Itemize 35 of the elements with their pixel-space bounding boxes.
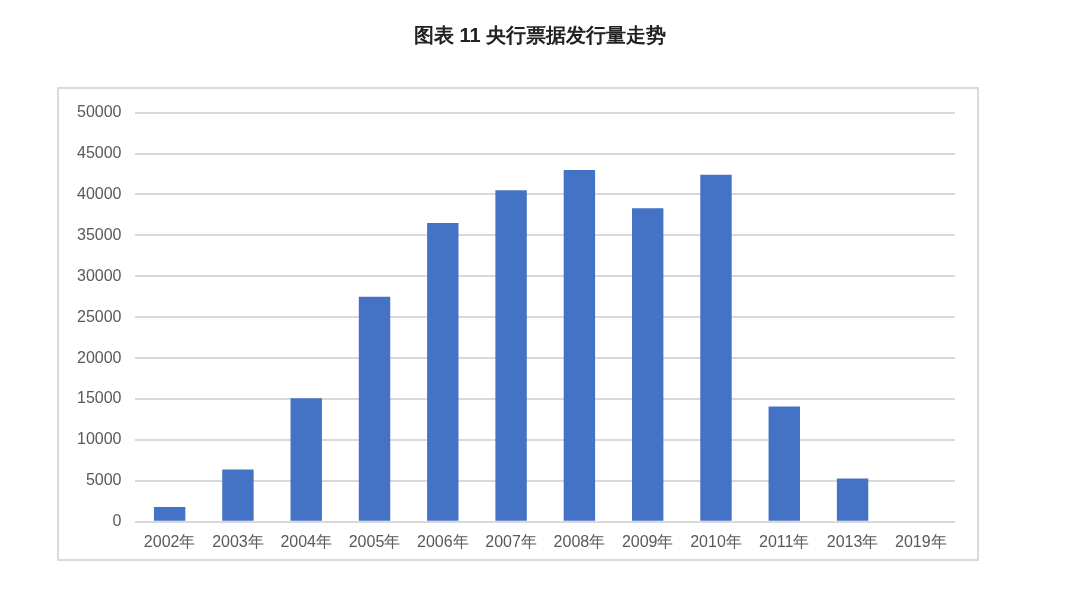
bar (495, 190, 527, 521)
x-tick-label: 2011年 (759, 532, 810, 550)
y-tick-label: 25000 (76, 307, 122, 325)
bar (222, 469, 254, 521)
x-tick-label: 2002年 (143, 532, 196, 550)
x-tick-label: 2007年 (485, 532, 537, 550)
x-tick-label: 2006年 (417, 532, 469, 550)
y-tick-label: 5000 (85, 471, 122, 489)
x-tick-label: 2019年 (895, 532, 947, 550)
chart-title: 图表 11 央行票据发行量走势 (412, 23, 668, 48)
bar (563, 169, 596, 521)
bar (836, 478, 869, 521)
x-tick-label: 2009年 (621, 532, 674, 550)
y-tick-label: 40000 (76, 184, 122, 202)
x-tick-label: 2005年 (348, 532, 401, 550)
bar (358, 296, 391, 521)
bar (290, 398, 322, 521)
bar (631, 208, 664, 521)
bar (700, 174, 732, 521)
y-tick-label: 35000 (76, 225, 122, 243)
y-tick-label: 10000 (76, 430, 122, 448)
y-tick-label: 45000 (76, 143, 122, 161)
x-tick-label: 2013年 (826, 532, 879, 550)
x-tick-label: 2003年 (212, 532, 264, 550)
y-tick-label: 50000 (76, 103, 122, 121)
bar (768, 406, 800, 521)
x-tick-label: 2004年 (280, 532, 333, 550)
x-tick-label: 2008年 (553, 532, 606, 550)
y-tick-label: 30000 (76, 266, 122, 284)
x-tick-label: 2010年 (690, 532, 742, 550)
y-tick-label: 20000 (76, 348, 122, 366)
bar (153, 507, 186, 521)
bar (427, 223, 459, 521)
y-tick-label: 15000 (76, 389, 122, 407)
y-tick-label: 0 (112, 512, 122, 530)
